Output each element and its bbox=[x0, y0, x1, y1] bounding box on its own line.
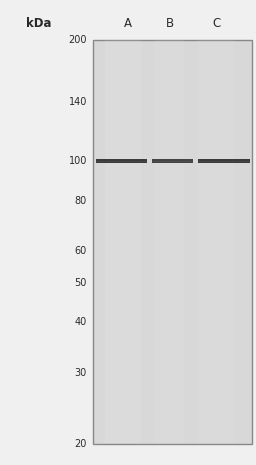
Bar bbox=[198, 161, 250, 162]
Text: 80: 80 bbox=[75, 195, 87, 206]
Bar bbox=[154, 40, 184, 443]
Bar bbox=[105, 40, 141, 443]
Text: 30: 30 bbox=[75, 368, 87, 378]
Text: 40: 40 bbox=[75, 317, 87, 327]
Text: 50: 50 bbox=[75, 278, 87, 288]
Text: A: A bbox=[124, 17, 132, 30]
Bar bbox=[152, 161, 193, 162]
Text: kDa: kDa bbox=[26, 17, 51, 30]
Text: 20: 20 bbox=[75, 439, 87, 449]
Text: 200: 200 bbox=[69, 34, 87, 45]
Text: 60: 60 bbox=[75, 246, 87, 256]
Text: 100: 100 bbox=[69, 156, 87, 166]
Bar bbox=[198, 159, 250, 163]
Text: 140: 140 bbox=[69, 97, 87, 107]
Text: B: B bbox=[166, 17, 174, 30]
Bar bbox=[93, 40, 252, 444]
Bar bbox=[152, 159, 193, 163]
Bar bbox=[96, 159, 147, 163]
Text: C: C bbox=[212, 17, 220, 30]
Bar bbox=[96, 161, 147, 162]
Bar bbox=[198, 40, 234, 443]
